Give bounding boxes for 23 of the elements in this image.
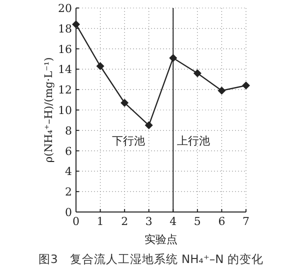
x-tick-label: 7 <box>242 215 250 228</box>
y-tick-label: 10 <box>58 104 72 117</box>
x-tick-label: 6 <box>218 215 226 228</box>
text: 图3 复合流人工湿地系统 NH₄⁺–N 的变化 <box>38 252 264 266</box>
y-tick-label: 12 <box>58 84 72 97</box>
y-tick-label: 18 <box>58 22 72 36</box>
x-tick-label: 4 <box>170 215 177 228</box>
y-tick-label: 2 <box>65 186 72 199</box>
x-tick-label: 2 <box>121 215 128 228</box>
y-tick-label: 16 <box>58 42 72 56</box>
x-tick-label: 1 <box>96 215 104 228</box>
y-tick-label: 4 <box>65 165 72 178</box>
annotation: 下行池 <box>112 134 146 148</box>
y-tick-label: 20 <box>58 2 72 15</box>
y-tick-label: 0 <box>65 206 72 219</box>
y-tick-label: 14 <box>58 63 72 76</box>
y-axis-title: ρ(NH₄⁺–H)/(mg·L⁻¹) <box>43 57 55 163</box>
annotation: 上行池 <box>177 134 210 148</box>
x-tick-label: 5 <box>194 215 201 228</box>
y-tick-label: 8 <box>65 124 72 138</box>
x-tick-label: 3 <box>145 215 152 228</box>
y-tick-label: 6 <box>65 144 72 158</box>
x-axis-title: 实验点 <box>144 233 178 246</box>
